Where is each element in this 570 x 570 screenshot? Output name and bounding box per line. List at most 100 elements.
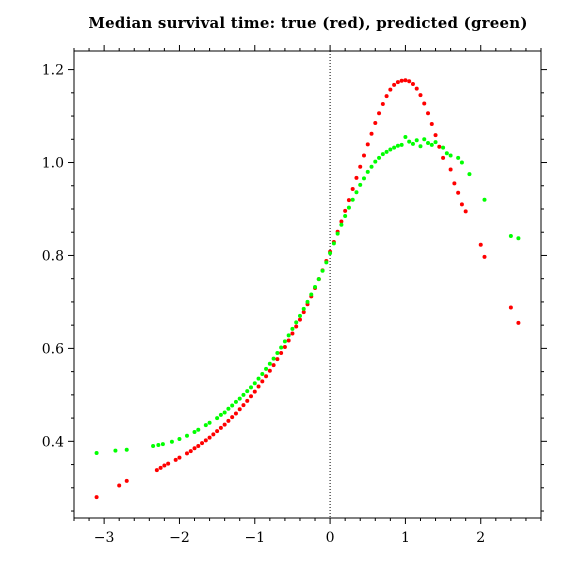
y-tick-label: 0.6	[42, 341, 64, 357]
predicted-median-point	[279, 345, 284, 350]
true-median-point	[392, 82, 397, 87]
predicted-median-point	[249, 385, 254, 390]
x-tick-label: −3	[94, 530, 115, 546]
predicted-median-point	[399, 142, 404, 147]
true-median-point	[188, 449, 193, 454]
true-median-point	[482, 254, 487, 259]
predicted-median-point	[508, 233, 513, 238]
true-median-point	[456, 190, 461, 195]
true-median-point	[354, 175, 359, 180]
true-median-point	[158, 465, 163, 470]
true-median-point	[358, 164, 363, 169]
true-median-point	[271, 363, 276, 368]
true-median-point	[177, 455, 182, 460]
true-median-point	[452, 181, 457, 186]
true-median-point	[282, 344, 287, 349]
true-median-point	[346, 198, 351, 203]
predicted-median-point	[414, 138, 419, 143]
predicted-median-point	[260, 371, 265, 376]
predicted-median-point	[241, 392, 246, 397]
predicted-median-point	[407, 139, 412, 144]
predicted-median-point	[156, 443, 161, 448]
chart-title: Median survival time: true (red), predic…	[88, 14, 528, 32]
true-median-point	[437, 144, 442, 149]
true-median-point	[124, 478, 129, 483]
predicted-median-point	[384, 149, 389, 154]
predicted-median-point	[365, 169, 370, 174]
true-median-point	[373, 121, 378, 126]
true-median-point	[478, 242, 483, 247]
true-median-point	[241, 403, 246, 408]
true-median-point	[226, 418, 231, 423]
predicted-median-point	[459, 160, 464, 165]
predicted-median-point	[275, 351, 280, 356]
predicted-median-point	[264, 366, 269, 371]
predicted-median-point	[267, 361, 272, 366]
true-median-point	[508, 305, 513, 310]
true-median-point	[426, 111, 431, 116]
predicted-median-point	[309, 292, 314, 297]
predicted-median-point	[369, 164, 374, 169]
true-median-point	[380, 101, 385, 106]
predicted-median-point	[290, 326, 295, 331]
predicted-median-point	[215, 416, 220, 421]
predicted-median-point	[252, 381, 257, 386]
true-median-point	[414, 86, 419, 91]
predicted-median-point	[169, 439, 174, 444]
true-median-point	[286, 338, 291, 343]
predicted-median-point	[113, 448, 118, 453]
true-median-point	[252, 389, 257, 394]
true-median-point	[407, 79, 412, 84]
y-tick-label: 0.8	[42, 248, 64, 264]
predicted-median-point	[324, 260, 329, 265]
predicted-median-point	[373, 159, 378, 164]
true-median-point	[162, 463, 167, 468]
x-tick-label: 2	[476, 530, 485, 546]
true-median-point	[441, 155, 446, 160]
predicted-median-point	[433, 140, 438, 145]
predicted-median-point	[444, 151, 449, 156]
true-median-point	[388, 87, 393, 92]
true-median-point	[267, 368, 272, 373]
predicted-median-point	[429, 142, 434, 147]
true-median-point	[350, 187, 355, 192]
predicted-median-point	[395, 143, 400, 148]
true-median-point	[418, 93, 423, 98]
true-median-point	[422, 101, 427, 106]
predicted-median-point	[335, 231, 340, 236]
predicted-median-point	[207, 420, 212, 425]
predicted-median-point	[222, 410, 227, 415]
predicted-median-point	[346, 205, 351, 210]
true-median-point	[384, 94, 389, 99]
predicted-median-point	[448, 153, 453, 158]
predicted-median-point	[124, 447, 129, 452]
true-median-point	[117, 483, 122, 488]
predicted-median-point	[316, 277, 321, 282]
predicted-median-point	[282, 339, 287, 344]
x-tick-label: −1	[244, 530, 265, 546]
predicted-median-point	[320, 268, 325, 273]
true-median-point	[448, 167, 453, 172]
predicted-median-point	[245, 389, 250, 394]
axis-ticks	[68, 45, 547, 524]
true-median-point	[215, 429, 220, 434]
true-median-point	[369, 131, 374, 136]
predicted-median-point	[301, 306, 306, 311]
true-median-point	[403, 78, 408, 83]
true-median-point	[377, 111, 382, 116]
predicted-median-point	[426, 141, 431, 146]
predicted-median-point	[230, 403, 235, 408]
true-median-point	[361, 153, 366, 158]
predicted-median-point	[184, 433, 189, 438]
predicted-median-point	[151, 443, 156, 448]
true-median-point	[256, 384, 261, 389]
predicted-median-point	[388, 147, 393, 152]
true-median-point	[222, 422, 227, 427]
y-tick-label: 1.0	[42, 156, 64, 172]
true-median-point	[192, 446, 197, 451]
predicted-median-point	[354, 190, 359, 195]
predicted-median-point	[313, 285, 318, 290]
predicted-median-point	[441, 145, 446, 150]
true-median-point	[459, 202, 464, 207]
predicted-median-point	[203, 423, 208, 428]
